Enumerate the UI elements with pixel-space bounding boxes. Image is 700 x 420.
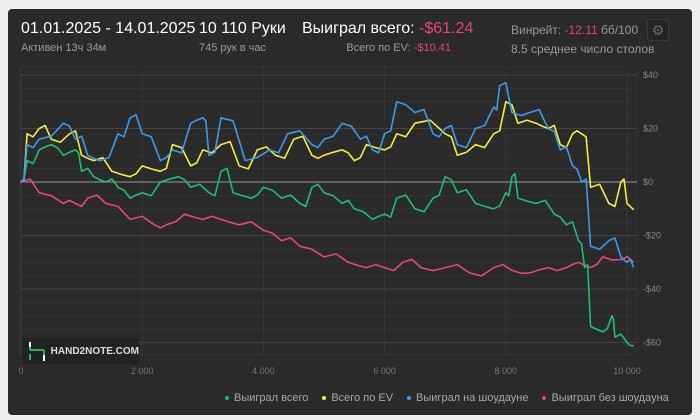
- winrate-label: Винрейт:: [511, 23, 562, 37]
- settings-gear-icon[interactable]: ⚙: [647, 19, 669, 41]
- series-line-1: [20, 101, 635, 211]
- legend-item[interactable]: Выиграл без шоудауна: [542, 392, 669, 404]
- y-tick-label: $0: [643, 177, 653, 187]
- legend-label: Всего по EV: [331, 392, 394, 404]
- series-line-2: [20, 81, 635, 268]
- x-tick-label: 10 000: [613, 366, 641, 376]
- x-tick-label: 6 000: [373, 366, 396, 376]
- series-line-3: [20, 178, 635, 277]
- ev-value: -$10.41: [413, 42, 451, 54]
- winrate-value: -12.11: [564, 23, 598, 37]
- y-tick-label: $40: [643, 70, 658, 80]
- x-tick-label: 8 000: [495, 366, 518, 376]
- won-total-label: Выиграл всего:: [302, 20, 415, 37]
- chart-legend: Выиграл всего Всего по EV Выиграл на шоуда…: [225, 392, 669, 404]
- winrate: Винрейт: -12.11 бб/100: [511, 23, 638, 37]
- date-range: 01.01.2025 - 14.01.2025: [21, 20, 196, 37]
- won-total: Выиграл всего: -$61.24: [302, 20, 473, 38]
- hands-per-hour: 745 рук в час: [199, 42, 267, 54]
- y-tick-label: -$20: [643, 231, 661, 241]
- legend-label: Выиграл на шоудауне: [416, 392, 529, 404]
- ev-label: Всего по EV:: [346, 42, 411, 54]
- y-tick-label: $20: [643, 124, 658, 134]
- hands-count: 10 110 Руки: [199, 20, 286, 37]
- logo-text: HAND2NOTE.COM: [50, 345, 139, 357]
- legend-label: Выиграл всего: [234, 392, 309, 404]
- legend-dot-icon: [407, 396, 412, 401]
- x-tick-label: 4 000: [252, 366, 275, 376]
- legend-label: Выиграл без шоудауна: [551, 392, 669, 404]
- legend-item[interactable]: Выиграл всего: [225, 392, 308, 404]
- legend-dot-icon: [322, 396, 327, 401]
- won-total-value: -$61.24: [419, 20, 474, 37]
- x-tick-label: 2 000: [131, 366, 154, 376]
- x-tick-label: 0: [18, 366, 23, 376]
- legend-item[interactable]: Всего по EV: [322, 392, 393, 404]
- active-time: Активен 13ч 34м: [21, 42, 107, 54]
- winrate-unit: бб/100: [601, 23, 639, 37]
- legend-dot-icon: [542, 396, 547, 401]
- hand2note-logo: HAND2NOTE.COM: [22, 338, 139, 364]
- y-tick-label: -$60: [643, 338, 661, 348]
- plot-frame: [19, 66, 638, 356]
- y-tick-label: -$40: [643, 284, 661, 294]
- avg-tables: 8.5 среднее число столов: [511, 42, 655, 56]
- ev-total: Всего по EV: -$10.41: [346, 42, 451, 54]
- legend-dot-icon: [225, 396, 229, 401]
- legend-item[interactable]: Выиграл на шоудауне: [407, 392, 528, 404]
- series-line-0: [20, 143, 634, 347]
- logo-icon: [29, 342, 45, 361]
